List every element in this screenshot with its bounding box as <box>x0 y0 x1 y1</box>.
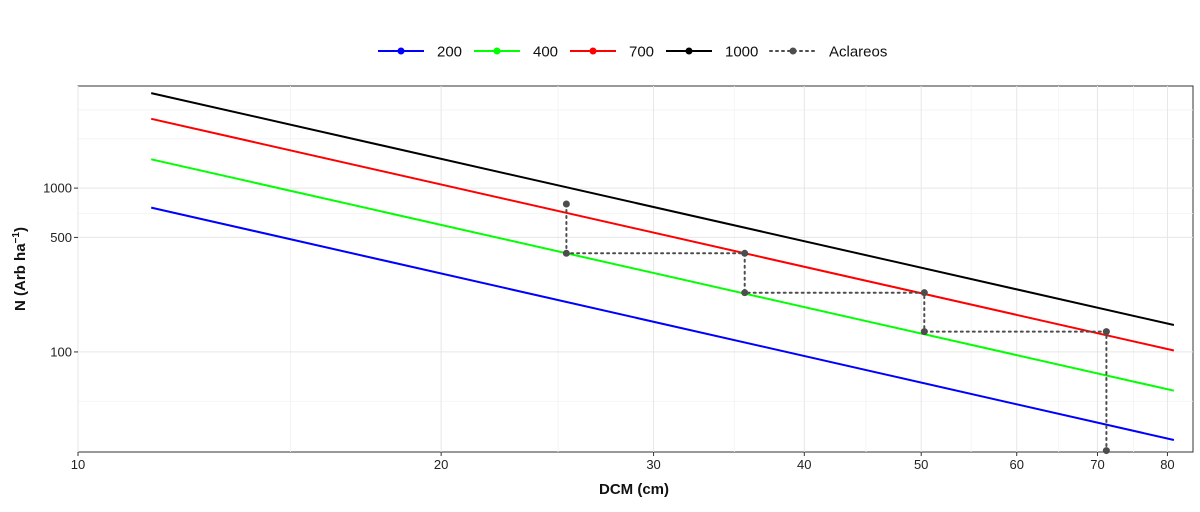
thinning-path <box>565 203 1108 452</box>
thinning-point <box>920 328 928 336</box>
grid-major <box>77 86 1193 452</box>
thinning-point <box>562 249 570 257</box>
thinning-point <box>920 289 928 297</box>
legend-item: 200 <box>378 44 462 61</box>
x-tick-label: 50 <box>914 457 928 472</box>
y-axis-title-base: N (Arb ha <box>12 243 29 311</box>
series-line-400 <box>150 158 1175 392</box>
x-axis: 10 20 30 40 50 60 70 80 <box>71 452 1175 472</box>
legend-label: 200 <box>437 44 462 61</box>
y-axis-title-sup: −1 <box>11 232 22 244</box>
legend-key-point <box>493 47 501 55</box>
series-line-200 <box>150 206 1175 441</box>
x-tick-label: 60 <box>1009 457 1023 472</box>
x-tick-label: 10 <box>71 457 85 472</box>
y-axis-title: N (Arb ha−1) <box>11 227 29 311</box>
series-line-1000 <box>150 92 1175 326</box>
x-tick-label: 30 <box>646 457 660 472</box>
y-axis: 100 500 1000 <box>43 181 78 359</box>
thinning-point <box>1102 328 1110 336</box>
grid-minor <box>78 86 1193 452</box>
legend-label: 1000 <box>725 44 758 61</box>
legend-item: 700 <box>570 44 654 61</box>
y-axis-title-close: ) <box>12 227 29 232</box>
thinning-point <box>1102 447 1110 455</box>
y-tick-label: 500 <box>50 230 72 245</box>
x-tick-label: 80 <box>1160 457 1174 472</box>
legend-item: 1000 <box>666 44 758 61</box>
x-tick-label: 70 <box>1090 457 1104 472</box>
y-tick-label: 1000 <box>43 181 72 196</box>
thinning-point <box>741 249 749 257</box>
thinning-point <box>562 200 570 208</box>
thinning-layer <box>562 200 1110 455</box>
legend-key-point <box>589 47 597 55</box>
legend: 200 400 700 1000 Aclareos <box>378 44 887 61</box>
legend-label: 400 <box>533 44 558 61</box>
series-line-700 <box>150 117 1175 352</box>
legend-key-point <box>685 47 693 55</box>
x-tick-label: 20 <box>434 457 448 472</box>
y-tick-label: 100 <box>50 344 72 359</box>
legend-label: Aclareos <box>829 44 887 61</box>
legend-key-point <box>397 47 405 55</box>
legend-label: 700 <box>629 44 654 61</box>
legend-item: 400 <box>474 44 558 61</box>
legend-key-point <box>789 47 797 55</box>
thinning-point <box>741 289 749 297</box>
series-layer <box>150 92 1175 441</box>
legend-item: Aclareos <box>769 44 887 61</box>
x-axis-title: DCM (cm) <box>599 481 669 498</box>
x-tick-label: 40 <box>797 457 811 472</box>
